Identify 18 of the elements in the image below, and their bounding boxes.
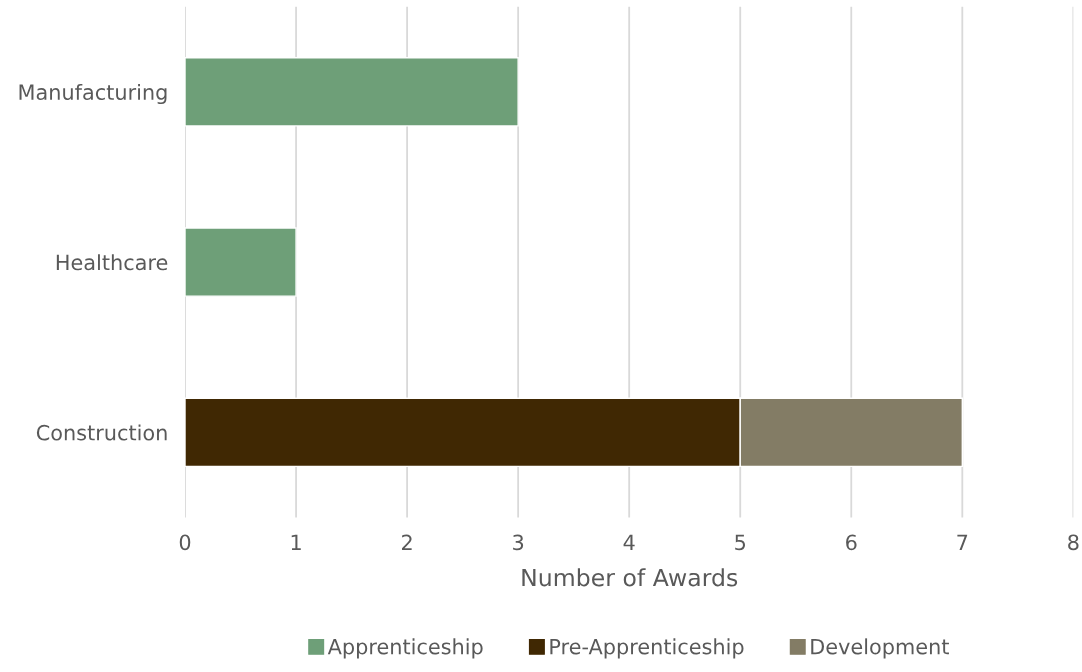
x-tick-label: 0 (179, 534, 191, 551)
x-tick-label: 2 (402, 534, 412, 550)
x-tick-label: 1 (291, 534, 301, 550)
y-tick-label: Construction (36, 424, 167, 441)
x-tick-label: 4 (623, 534, 635, 550)
bar (185, 57, 519, 127)
x-tick-label: 3 (513, 534, 524, 551)
y-tick-label: Healthcare (56, 254, 168, 271)
bar (185, 227, 297, 297)
x-tick-label: 8 (1068, 534, 1079, 551)
legend-label: Apprenticeship (327, 638, 483, 659)
x-tick-label: 5 (735, 534, 746, 551)
legend-label: Pre-Apprenticeship (550, 638, 744, 659)
x-tick-label: 7 (957, 534, 968, 550)
y-tick-label: Manufacturing (19, 83, 167, 105)
x-tick-label: 6 (846, 534, 857, 551)
legend-label: Development (811, 638, 949, 659)
x-axis-title: Number of Awards (522, 568, 738, 587)
